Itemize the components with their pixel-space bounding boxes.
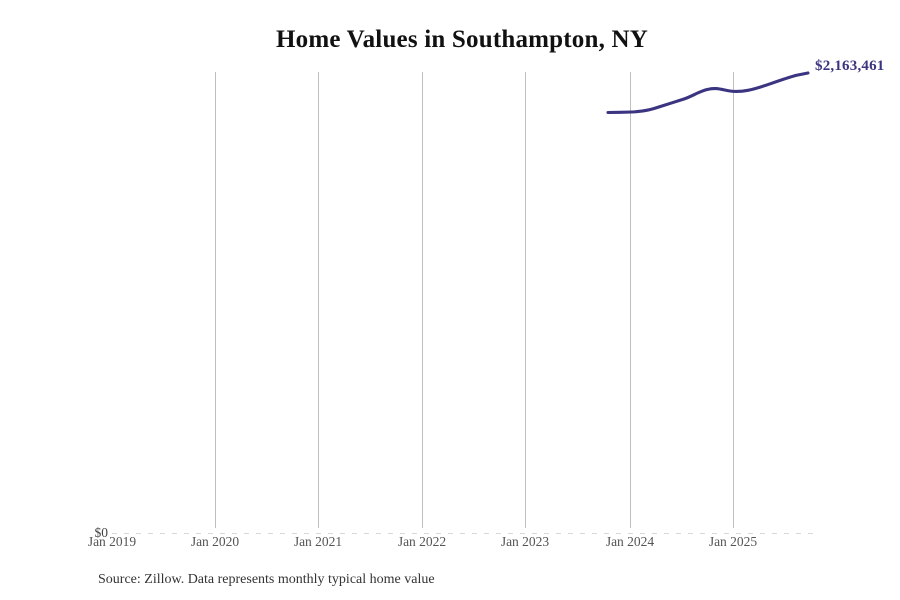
x-tick-label-jan-2025: Jan 2025 (708, 534, 758, 549)
x-tick-label-jan-2024: Jan 2024 (605, 534, 655, 549)
source-note: Source: Zillow. Data represents monthly … (98, 572, 435, 587)
y-axis-zero-label: $0 (94, 525, 109, 540)
x-tick-label-jan-2021: Jan 2021 (293, 534, 343, 549)
series-line-typical-home-value (606, 71, 810, 115)
x-tick-label-jan-2020: Jan 2020 (190, 534, 240, 549)
x-tick-label-jan-2023: Jan 2023 (500, 534, 550, 549)
series-end-value-label: $2,163,461 (815, 58, 885, 74)
page-title: Home Values in Southampton, NY (275, 26, 649, 53)
x-tick-label-jan-2019: Jan 2019 (87, 534, 137, 549)
x-tick-label-jan-2022: Jan 2022 (397, 534, 447, 549)
gridlines (215, 72, 734, 528)
